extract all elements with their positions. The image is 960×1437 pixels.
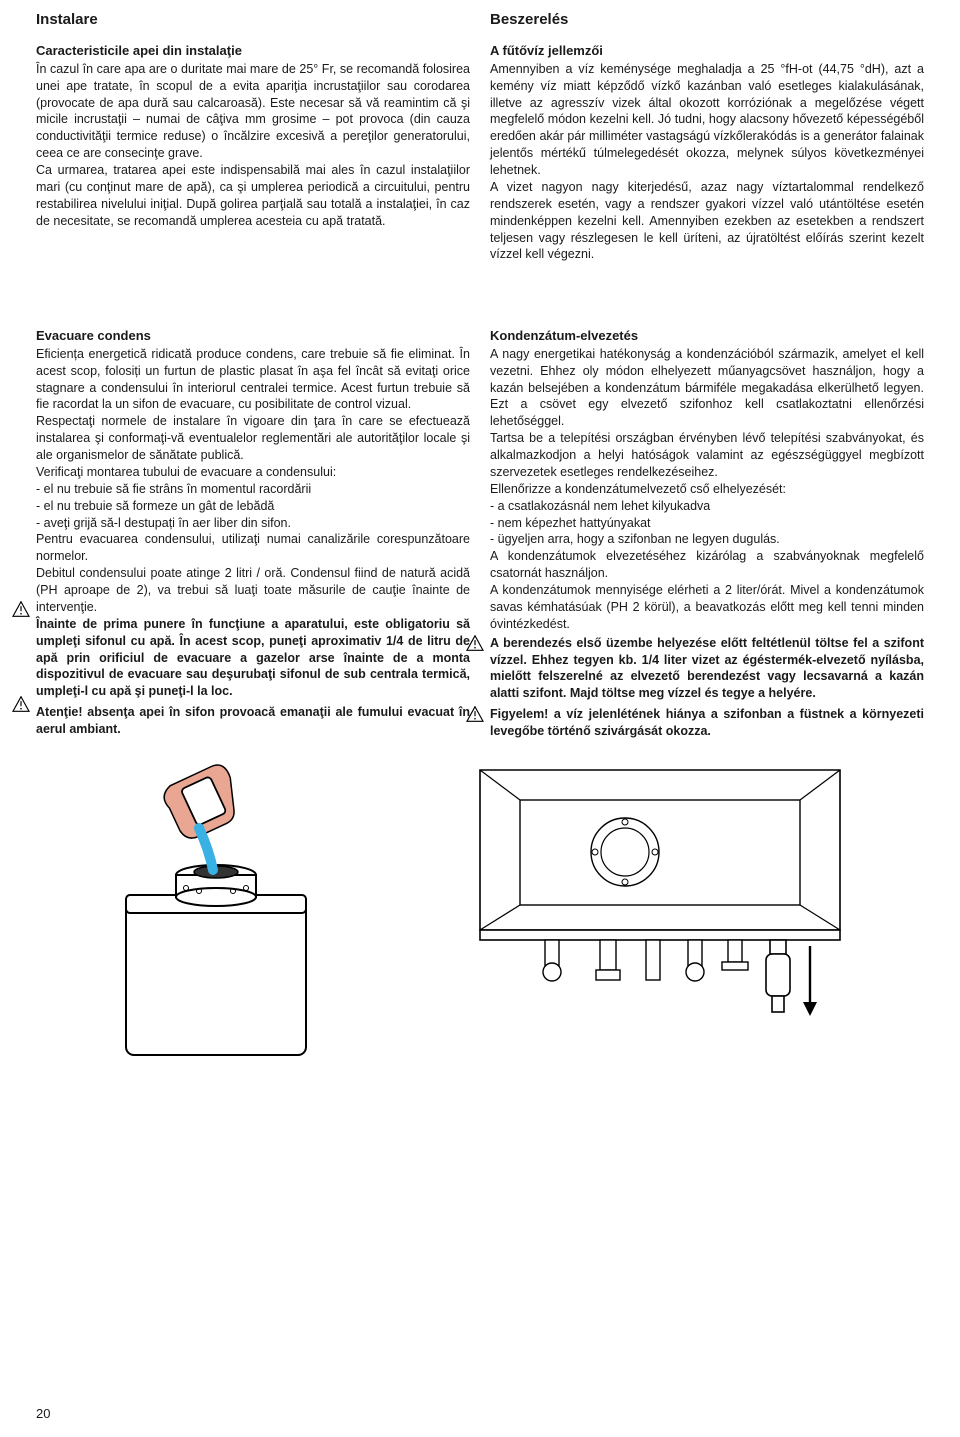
illustration-boiler-underside [450,760,870,1060]
column-right: Beszerelés A fűtővíz jellemzői Amennyibe… [490,10,924,285]
warning-icon [466,706,484,722]
right-s2-head: Kondenzátum-elvezetés [490,327,924,345]
left-s2-l1: - el nu trebuie să fie strâns în momentu… [36,481,470,498]
right-s2-b1: A berendezés első üzembe helyezése előtt… [490,635,924,703]
left-s1-body2: Ca urmarea, tratarea apei este indispens… [36,162,470,230]
left-s2-b1: Înainte de prima punere în funcţiune a a… [36,616,470,700]
left-s2-l3: - aveţi grijă să-l destupați în aer libe… [36,515,470,532]
left-s2-p2: Respectaţi normele de instalare în vigoa… [36,413,470,464]
right-s2-l2: - nem képezhet hattyúnyakat [490,515,924,532]
right-s2-b2: Figyelem! a víz jelenlétének hiánya a sz… [490,706,924,740]
left-s1-head: Caracteristicile apei din instalaţie [36,42,470,60]
right-s1-body: Amennyiben a víz keménysége meghaladja a… [490,61,924,179]
warning-icon [12,696,30,712]
illustration-row [36,760,924,1060]
left-section-1: Caracteristicile apei din instalaţie În … [36,42,470,229]
right-s1-body2: A vizet nagyon nagy kiterjedésű, azaz na… [490,179,924,263]
left-s2-l2: - el nu trebuie să formeze un gât de leb… [36,498,470,515]
left-s2-b2: Atenţie! absenţa apei în sifon provoacă … [36,704,470,738]
left-title: Instalare [36,10,470,30]
left-s2-b1-text: Înainte de prima punere în funcţiune a a… [36,617,470,699]
right-s2-p1: A nagy energetikai hatékonyság a kondenz… [490,346,924,430]
left-s2-p1: Eficiența energetică ridicată produce co… [36,346,470,414]
column-left: Instalare Caracteristicile apei din inst… [36,10,470,285]
right-s2-b2-text: Figyelem! a víz jelenlétének hiánya a sz… [490,707,924,738]
right-s2-p3: Ellenőrizze a kondenzátumelvezető cső el… [490,481,924,498]
left-s2-p4: Pentru evacuarea condensului, utilizaţi … [36,531,470,565]
right-title: Beszerelés [490,10,924,30]
left-s2-p3: Verificaţi montarea tubului de evacuare … [36,464,470,481]
illustration-pour-water [91,760,341,1060]
top-columns: Instalare Caracteristicile apei din inst… [36,10,924,285]
left-s2-p5-text: Debitul condensului poate atinge 2 litri… [36,566,470,614]
right-s1-head: A fűtővíz jellemzői [490,42,924,60]
page-number: 20 [36,1405,50,1423]
left-s2-p5: Debitul condensului poate atinge 2 litri… [36,565,470,616]
right-s2-p2: Tartsa be a telepítési országban érvényb… [490,430,924,481]
right-s2-p4: A kondenzátumok elvezetéséhez kizárólag … [490,548,924,582]
right-s2-p5: A kondenzátumok mennyisége elérheti a 2 … [490,582,924,633]
right-s2-l1: - a csatlakozásnál nem lehet kilyukadva [490,498,924,515]
column-right-2: Kondenzátum-elvezetés A nagy energetikai… [490,327,924,740]
right-s2-b1-text: A berendezés első üzembe helyezése előtt… [490,636,924,701]
column-left-2: Evacuare condens Eficiența energetică ri… [36,327,470,740]
right-s2-l3: - ügyeljen arra, hogy a szifonban ne leg… [490,531,924,548]
left-s2-head: Evacuare condens [36,327,470,345]
right-section-1: A fűtővíz jellemzői Amennyiben a víz kem… [490,42,924,263]
left-s1-body: În cazul în care apa are o duritate mai … [36,61,470,162]
warning-icon [466,635,484,651]
warning-icon [12,601,30,617]
middle-columns: Evacuare condens Eficiența energetică ri… [36,327,924,740]
